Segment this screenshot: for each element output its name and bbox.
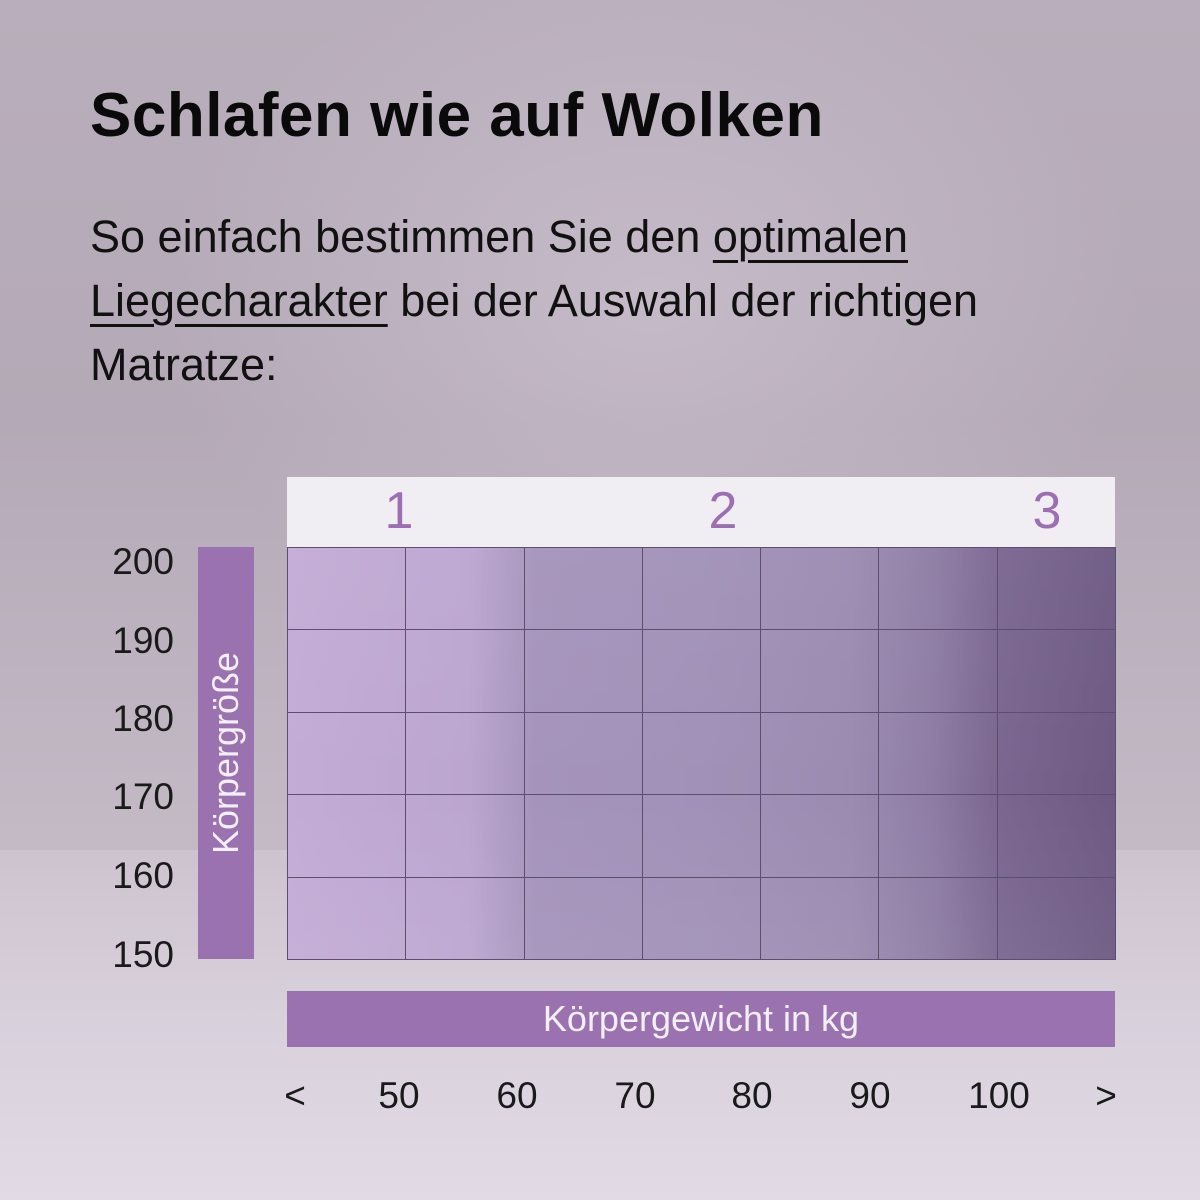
- x-tick-label: 50: [378, 1075, 420, 1116]
- grid-cell: [996, 547, 1116, 631]
- grid-cell: [287, 711, 407, 796]
- grid-cell: [641, 711, 762, 796]
- y-tick-label: 170: [112, 776, 174, 817]
- y-tick-label: 160: [112, 855, 174, 896]
- grid-cell: [523, 547, 643, 631]
- page-subtitle: So einfach bestimmen Sie den optimalen L…: [90, 205, 1140, 397]
- grid-cell: [405, 794, 525, 878]
- grid-cell: [996, 794, 1116, 878]
- grid-cell: [641, 876, 762, 960]
- level-header-band: [287, 477, 1115, 547]
- grid-cell: [405, 876, 525, 960]
- x-axis-label: Körpergewicht in kg: [542, 998, 860, 1039]
- level-label: 1: [384, 482, 414, 540]
- y-tick-label: 190: [112, 620, 174, 661]
- level-label: 3: [1032, 482, 1062, 540]
- grid-cell: [760, 711, 880, 796]
- y-axis-band: [198, 547, 254, 959]
- grid-cell: [405, 547, 525, 631]
- grid-cell: [996, 711, 1116, 796]
- level-label: 2: [708, 482, 738, 540]
- grid-cell: [760, 629, 880, 713]
- grid-cell: [287, 629, 407, 713]
- x-tick-label: 90: [849, 1075, 891, 1116]
- y-tick-label: 200: [112, 541, 174, 582]
- x-tick-label: 100: [968, 1075, 1030, 1116]
- grid-cell: [287, 794, 407, 878]
- x-tick-label: <: [284, 1075, 306, 1116]
- x-axis-band: Körpergewicht in kg: [287, 991, 1115, 1047]
- x-tick-label: >: [1095, 1075, 1117, 1116]
- grid-cell: [878, 876, 998, 960]
- subtitle-text-2: bei der Auswahl der richtigen Matratze:: [90, 275, 979, 390]
- grid-cell: [996, 876, 1116, 960]
- page-title: Schlafen wie auf Wolken: [90, 81, 824, 150]
- grid-cell: [287, 876, 407, 960]
- grid-cell: [760, 794, 880, 878]
- grid-cell: [287, 547, 407, 631]
- grid-cell: [641, 629, 762, 713]
- x-tick-label: 60: [496, 1075, 538, 1116]
- grid-cell: [760, 876, 880, 960]
- grid-cell: [523, 876, 643, 960]
- y-tick-label: 150: [112, 934, 174, 975]
- grid-cell: [878, 629, 998, 713]
- x-tick-label: 70: [614, 1075, 656, 1116]
- grid-cell: [641, 794, 762, 878]
- grid-cell: [760, 547, 880, 631]
- grid-cell: [641, 547, 762, 631]
- grid-cell: [878, 711, 998, 796]
- grid-cell: [996, 629, 1116, 713]
- subtitle-underlined-link: optimalen Liegecharakter: [90, 211, 908, 326]
- chart-grid-shade: [287, 547, 1115, 959]
- chart-grid: [287, 547, 1115, 959]
- x-tick-label: 80: [731, 1075, 773, 1116]
- grid-cell: [405, 629, 525, 713]
- grid-cell: [523, 629, 643, 713]
- grid-cell: [878, 547, 998, 631]
- y-axis-label: Körpergröße: [205, 651, 246, 855]
- grid-cell: [878, 794, 998, 878]
- grid-cell: [405, 711, 525, 796]
- y-tick-label: 180: [112, 698, 174, 739]
- grid-cell: [523, 794, 643, 878]
- subtitle-text-1: So einfach bestimmen Sie den: [90, 211, 713, 262]
- grid-cell: [523, 711, 643, 796]
